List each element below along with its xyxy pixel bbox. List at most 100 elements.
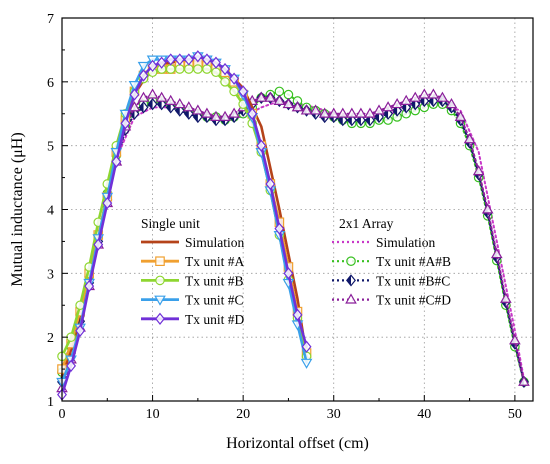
data-point-array-tx-unit-b-c-fill xyxy=(139,102,144,113)
legend-label: Tx unit #B#C xyxy=(376,273,450,288)
data-point-array-tx-unit-c-d xyxy=(210,110,222,121)
data-point-array-tx-unit-a-b xyxy=(274,86,285,97)
data-point-single-tx-unit-d xyxy=(247,107,258,120)
legend-swatch-marker xyxy=(345,293,357,304)
data-point-array-tx-unit-c-d xyxy=(192,104,204,115)
data-point-array-tx-unit-c-d xyxy=(182,101,195,112)
data-point-single-tx-unit-d xyxy=(292,308,303,321)
data-point-single-tx-unit-d xyxy=(256,139,267,152)
data-point-single-tx-unit-d xyxy=(75,324,86,337)
x-tick-label: 40 xyxy=(417,407,431,422)
data-point-single-tx-unit-d xyxy=(66,359,77,373)
y-tick-label: 6 xyxy=(47,76,54,91)
y-tick-label: 3 xyxy=(47,267,54,282)
data-point-single-tx-unit-b xyxy=(193,64,203,74)
data-point-single-tx-unit-b xyxy=(184,64,194,74)
data-point-single-tx-unit-b xyxy=(220,77,230,87)
legend-label: Tx unit #C xyxy=(185,293,244,308)
y-tick-label: 4 xyxy=(47,204,54,219)
data-point-single-tx-unit-d xyxy=(192,50,203,63)
legend: Single unit Simulation Tx unit #A Tx unit #… xyxy=(141,216,451,327)
data-point-array-tx-unit-c-d xyxy=(201,107,213,118)
data-point-single-tx-unit-b xyxy=(66,332,76,342)
legend-title: 2x1 Array xyxy=(339,216,394,231)
legend-single-unit: Single unit Simulation Tx unit #A Tx unit #… xyxy=(141,216,245,327)
data-point-array-tx-unit-c-d xyxy=(300,104,313,115)
data-point-array-tx-unit-c-d xyxy=(391,97,403,109)
data-point-array-tx-unit-c-d xyxy=(400,94,413,105)
y-tick-label: 7 xyxy=(47,12,54,27)
data-point-array-tx-unit-c-d xyxy=(346,107,358,118)
data-point-array-tx-unit-c-d xyxy=(282,97,295,109)
data-point-single-tx-unit-d xyxy=(174,53,185,66)
y-axis-label: Mutual inductance (μH) xyxy=(9,132,26,286)
data-point-single-tx-unit-b xyxy=(229,86,239,97)
data-point-single-tx-unit-d xyxy=(183,53,194,66)
legend-swatch-marker xyxy=(154,295,166,306)
data-point-single-tx-unit-b xyxy=(211,67,221,78)
grid-lines xyxy=(62,18,533,401)
data-point-array-tx-unit-c-d xyxy=(155,91,168,102)
data-point-single-tx-unit-d xyxy=(138,69,149,82)
data-point-single-tx-unit-d xyxy=(274,222,285,235)
data-point-single-tx-unit-d xyxy=(283,267,294,280)
data-point-array-tx-unit-c-d xyxy=(499,292,512,303)
data-point-array-tx-unit-c-d xyxy=(255,91,268,102)
data-point-array-tx-unit-c-d xyxy=(264,91,277,102)
data-point-array-tx-unit-c-d xyxy=(146,88,159,99)
data-point-array-tx-unit-c-d xyxy=(164,94,177,105)
y-tick-label: 5 xyxy=(47,140,54,155)
legend-label: Tx unit #A#B xyxy=(376,254,451,269)
data-point-array-tx-unit-b-c-fill xyxy=(148,98,153,110)
legend-label: Tx unit #D xyxy=(185,312,244,327)
data-point-array-tx-unit-c-d xyxy=(382,101,394,112)
data-point-single-tx-unit-d xyxy=(301,340,312,353)
data-point-array-tx-unit-c-d xyxy=(418,88,431,99)
legend-label: Simulation xyxy=(185,235,245,250)
data-point-single-tx-unit-d xyxy=(211,56,221,69)
legend-swatch-marker xyxy=(155,256,165,266)
data-point-array-tx-unit-c-d xyxy=(137,91,150,102)
legend-label: Tx unit #C#D xyxy=(376,293,451,308)
data-point-array-tx-unit-c-d xyxy=(228,107,240,118)
series-single-tx-unit-d xyxy=(57,50,312,401)
legend-label: Simulation xyxy=(376,235,436,250)
legend-swatch-marker xyxy=(346,256,356,266)
x-tick-label: 20 xyxy=(236,407,250,422)
data-point-array-tx-unit-c-d xyxy=(336,107,349,118)
data-point-single-tx-unit-d xyxy=(229,72,240,85)
data-point-single-tx-unit-d xyxy=(265,177,276,191)
data-point-array-tx-unit-c-d xyxy=(472,164,485,176)
series-array-tx-unit-c-d xyxy=(56,88,530,393)
data-point-single-tx-unit-d xyxy=(129,88,140,101)
data-point-array-tx-unit-c-d xyxy=(364,107,376,118)
x-tick-label: 10 xyxy=(146,407,160,422)
data-point-single-tx-unit-d xyxy=(102,196,113,210)
data-point-single-tx-unit-d xyxy=(111,155,122,168)
legend-label: Tx unit #B xyxy=(185,273,244,288)
data-point-single-tx-unit-d xyxy=(120,117,131,130)
legend-swatch-marker xyxy=(155,312,165,325)
data-point-array-tx-unit-c-d xyxy=(445,97,458,109)
data-point-single-tx-unit-b xyxy=(174,64,185,74)
y-tick-label: 1 xyxy=(47,395,54,410)
data-point-array-tx-unit-c-d xyxy=(409,91,422,102)
data-point-array-tx-unit-c-d xyxy=(427,88,440,99)
x-axis-label: Horizontal offset (cm) xyxy=(226,435,369,452)
y-tick-label: 2 xyxy=(47,331,54,346)
data-point-single-tx-unit-d xyxy=(220,62,231,76)
data-point-array-tx-unit-c-d xyxy=(490,247,503,259)
data-point-array-tx-unit-c-d xyxy=(518,375,530,386)
data-point-single-tx-unit-d xyxy=(238,85,249,98)
data-point-array-tx-unit-c-d xyxy=(173,97,186,109)
data-point-single-tx-unit-d xyxy=(156,56,167,69)
data-point-array-tx-unit-c-d xyxy=(291,101,304,112)
data-point-single-tx-unit-c xyxy=(128,81,141,92)
data-point-array-tx-unit-a-b xyxy=(283,89,294,100)
legend-2x1-array: 2x1 Array Simulation Tx unit #A#B Tx unit #… xyxy=(332,216,451,308)
data-point-single-tx-unit-d xyxy=(165,53,176,66)
data-point-single-tx-unit-b xyxy=(202,64,212,74)
data-point-array-tx-unit-c-d xyxy=(327,107,340,118)
data-point-array-tx-unit-c-d xyxy=(463,133,476,144)
